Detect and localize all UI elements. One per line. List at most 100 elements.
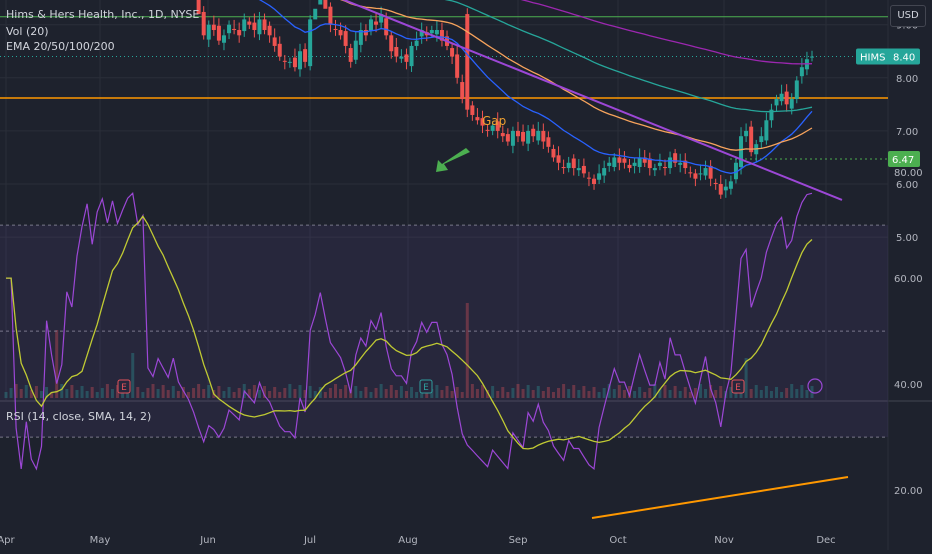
candle — [323, 0, 328, 9]
volume-bar — [410, 387, 414, 398]
candle — [221, 35, 226, 43]
volume-bar — [293, 389, 297, 398]
volume-bar — [541, 391, 545, 398]
volume-bar — [612, 389, 616, 398]
candle — [495, 121, 500, 131]
candles — [196, 0, 814, 199]
volume-bar — [29, 390, 33, 398]
candle — [810, 56, 814, 58]
candle — [277, 43, 282, 57]
volume-bar — [263, 386, 267, 398]
candle — [536, 130, 541, 141]
candle — [460, 82, 465, 100]
candle — [657, 162, 662, 166]
candle — [728, 181, 733, 189]
candle — [739, 136, 744, 168]
volume-bar — [597, 392, 601, 398]
candle — [693, 173, 698, 179]
candle — [637, 157, 642, 168]
candle — [363, 30, 368, 36]
candle — [597, 173, 602, 180]
descending-trendline — [341, 0, 843, 201]
volume-bar — [349, 390, 353, 398]
volume-bar — [9, 388, 13, 398]
volume-bar — [298, 385, 302, 398]
volume-bar — [136, 387, 140, 398]
candle — [515, 130, 520, 137]
symbol-badge-bg — [856, 48, 920, 65]
volume-bar — [719, 386, 723, 398]
level-price-badge-text: 6.47 — [892, 155, 914, 166]
volume-bar — [100, 388, 104, 398]
candle — [252, 22, 257, 31]
time-tick-label: May — [90, 535, 111, 546]
currency-button[interactable]: USD — [890, 5, 926, 27]
candle — [769, 109, 774, 121]
candle — [419, 30, 424, 37]
volume-bar — [344, 385, 348, 398]
volume-bar — [339, 389, 343, 398]
volume-bar — [399, 386, 403, 398]
volume-bar — [237, 388, 241, 398]
volume-bar — [192, 388, 196, 398]
candle — [673, 153, 678, 163]
volume-bar — [668, 390, 672, 398]
candle — [353, 40, 358, 60]
volume-bar — [714, 390, 718, 398]
gap-arrow-icon — [436, 148, 470, 172]
volume-bar — [516, 384, 520, 398]
candle — [267, 25, 272, 36]
time-tick-label: Jun — [199, 535, 216, 546]
candle — [343, 31, 348, 46]
candle — [531, 128, 536, 137]
volume-bar — [369, 392, 373, 398]
rsi-tick-label: 20.00 — [894, 486, 923, 497]
volume-bar — [769, 391, 773, 398]
volume-bar — [110, 389, 114, 398]
candle — [521, 131, 526, 142]
volume-bar — [780, 392, 784, 398]
candle — [211, 24, 216, 31]
volume-bar — [567, 389, 571, 398]
volume-bar — [283, 388, 287, 398]
volume-bar — [744, 358, 748, 398]
earnings-marker-icon — [731, 379, 745, 394]
volume-bar — [141, 392, 145, 398]
volume-bar — [658, 389, 662, 398]
volume-bar — [389, 385, 393, 398]
volume-bar — [663, 385, 667, 398]
volume-bar — [176, 391, 180, 398]
candle — [668, 157, 673, 169]
earnings-marker-icon — [419, 379, 433, 394]
volume-bar — [121, 390, 125, 398]
candle — [678, 162, 683, 165]
candle — [272, 37, 277, 46]
ema-200-line — [520, 0, 813, 65]
volume-bar — [450, 391, 454, 398]
volume-bar — [364, 387, 368, 398]
volume-bar — [460, 392, 464, 398]
ema-legend: EMA 20/50/100/200 — [6, 40, 115, 53]
candle — [592, 178, 597, 184]
volume-bar — [404, 391, 408, 398]
earnings-marker-letter: E — [121, 383, 127, 393]
volume-bar — [207, 385, 211, 398]
candle — [627, 164, 632, 169]
volume-bar — [698, 384, 702, 398]
candle — [647, 158, 652, 169]
candle — [510, 130, 515, 146]
volume-bar — [202, 389, 206, 398]
volume-bar — [75, 390, 79, 398]
volume-bar — [313, 391, 317, 398]
volume-bar — [587, 391, 591, 398]
candle — [348, 48, 353, 62]
candle — [607, 162, 612, 166]
volume-bar — [445, 386, 449, 398]
volume-bar — [252, 385, 256, 398]
candle — [308, 19, 313, 67]
candle — [475, 117, 480, 121]
volume-bar — [166, 390, 170, 398]
time-tick-label: Sep — [509, 535, 528, 546]
candle — [541, 130, 546, 142]
